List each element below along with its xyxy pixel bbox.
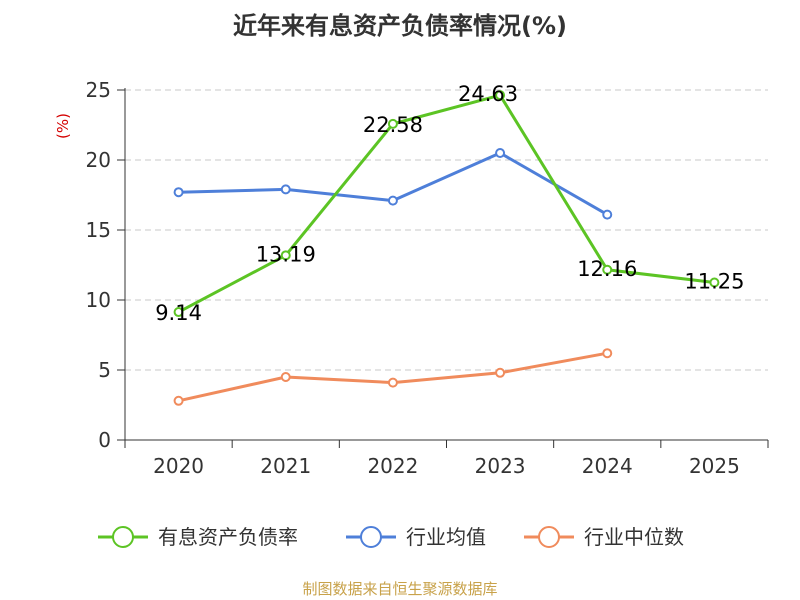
series-line-2 [178, 351, 608, 403]
grid-lines [125, 89, 768, 371]
x-tick-label: 2023 [475, 454, 526, 478]
series-point-1 [495, 148, 506, 158]
x-tick-label: 2021 [260, 454, 311, 478]
legend-label: 行业中位数 [584, 525, 684, 549]
series-point-2 [387, 377, 398, 388]
x-tick-label: 2024 [582, 454, 633, 478]
series-point-0 [280, 250, 291, 261]
legend-marker [538, 526, 560, 548]
y-tick-label: 0 [98, 428, 111, 452]
y-tick-label: 15 [86, 218, 111, 242]
series-point-1 [280, 184, 291, 195]
series-layer [173, 90, 720, 406]
y-axis-unit: (%) [54, 113, 72, 139]
data-label: 12.16 [577, 257, 637, 281]
series-point-2 [495, 367, 506, 378]
series-point-0 [709, 277, 720, 288]
data-labels: 9.14 13.19 22.58 24.63 12.16 11.25 [155, 82, 744, 325]
series-point-1 [602, 209, 613, 220]
y-tick-label: 20 [86, 148, 111, 172]
data-label: 13.19 [256, 242, 316, 266]
legend-label: 行业均值 [406, 525, 486, 549]
series-point-0 [387, 118, 398, 129]
y-tick-label: 25 [86, 78, 111, 102]
legend-marker [360, 526, 382, 548]
series-point-2 [173, 395, 184, 406]
series-point-0 [495, 90, 506, 101]
data-label: 9.14 [155, 301, 202, 325]
x-tick-label: 2020 [153, 454, 204, 478]
legend: 有息资产负债率 行业均值 行业中位数 [98, 525, 684, 549]
x-tick-label: 2022 [367, 454, 418, 478]
series-point-2 [602, 348, 613, 359]
x-tick-label: 2025 [689, 454, 740, 478]
y-tick-label: 10 [86, 288, 111, 312]
series-point-1 [173, 187, 184, 198]
data-label: 22.58 [363, 113, 423, 137]
legend-marker [112, 526, 134, 548]
series-point-2 [280, 372, 291, 382]
data-label: 11.25 [684, 270, 744, 294]
series-line-0 [177, 93, 715, 314]
chart-title: 近年来有息资产负债率情况(%) [233, 12, 567, 40]
series-point-0 [602, 264, 613, 275]
data-label: 24.63 [458, 82, 518, 106]
y-tick-label: 5 [98, 358, 111, 382]
series-point-0 [173, 307, 184, 318]
source-note: 制图数据来自恒生聚源数据库 [302, 580, 497, 598]
series-point-1 [387, 195, 398, 206]
legend-label: 有息资产负债率 [158, 525, 298, 549]
